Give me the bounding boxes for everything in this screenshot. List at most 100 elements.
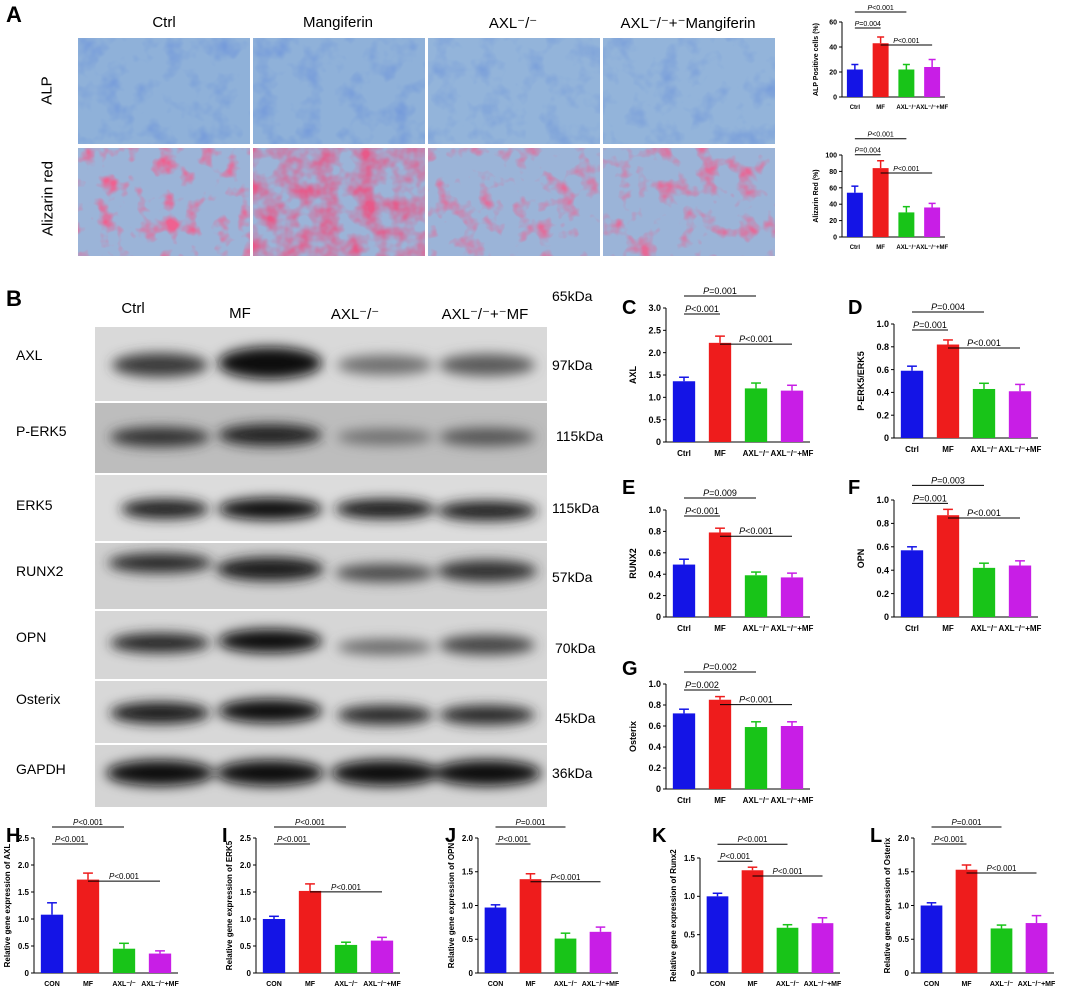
bar-3 <box>898 212 915 237</box>
band-gapdh-1 <box>106 760 214 786</box>
significance-label: P<0.001 <box>893 166 919 173</box>
chart-d: D 0 0.2 0.4 0.6 0.8 1.0 P-ERK5/ERK5 Ctrl MF AXL⁻/⁻… <box>848 297 1042 454</box>
y-tick-label: 0 <box>884 433 889 443</box>
bar-2 <box>708 532 732 617</box>
significance-label: P<0.001 <box>772 867 803 876</box>
band-erk5-3 <box>335 499 435 519</box>
y-tick-label: 2.0 <box>648 348 661 358</box>
significance-label: P<0.001 <box>739 526 773 536</box>
band-opn-1 <box>110 633 210 653</box>
y-tick-label: 0.5 <box>462 935 474 944</box>
y-tick-label: 80 <box>829 169 837 176</box>
x-tick-label: AXL⁻/⁻ <box>743 796 770 805</box>
y-tick-label: 0 <box>691 969 696 978</box>
bar-3 <box>112 948 136 973</box>
y-axis-label: OPN <box>856 549 866 569</box>
y-tick-label: 0.6 <box>648 548 661 558</box>
y-axis-label: Alizarin Red (%) <box>813 169 820 222</box>
chart-c: C 0 0.5 1.0 1.5 2.0 2.5 3.0 AXL Ctrl MF AXL⁻/⁻ AXL⁻/… <box>622 286 814 458</box>
y-axis-label: Relative gene expression of Osterix <box>883 837 892 973</box>
y-tick-label: 2.5 <box>240 834 252 843</box>
bar-1 <box>846 69 863 97</box>
kda-marker-top: 65kDa <box>552 288 593 304</box>
band-axl-4 <box>439 354 535 376</box>
y-tick-label: 0 <box>833 234 837 241</box>
y-tick-label: 1.0 <box>240 915 252 924</box>
significance-label: P=0.009 <box>703 488 737 498</box>
kda-marker-opn: 70kDa <box>555 640 596 656</box>
band-opn-2 <box>218 629 322 653</box>
bar-3 <box>972 567 996 617</box>
significance-label: P=0.002 <box>685 680 719 690</box>
bar-2 <box>936 515 960 617</box>
band-axl-3 <box>337 355 433 375</box>
y-tick-label: 0.2 <box>876 410 889 420</box>
y-tick-label: 0.5 <box>18 942 30 951</box>
x-tick-label: CON <box>488 981 504 988</box>
bar-3 <box>744 727 768 789</box>
blot-label-runx2: RUNX2 <box>16 563 64 579</box>
x-tick-label: MF <box>876 105 885 111</box>
x-tick-label: AXL⁻/⁻ <box>896 245 916 251</box>
x-tick-label: AXL⁻/⁻+MF <box>141 981 179 988</box>
bar-4 <box>589 931 612 973</box>
x-tick-label: Ctrl <box>905 445 919 454</box>
band-gapdh-2 <box>216 760 324 786</box>
band-perk5-1 <box>110 427 210 447</box>
bar-4 <box>811 923 834 973</box>
y-tick-label: 1.0 <box>648 505 661 515</box>
significance-label: P=0.004 <box>855 148 881 155</box>
column-header-axl-ko-mangiferin: AXL⁻/⁻+⁻Mangiferin <box>620 15 756 32</box>
panel-letter-k: K <box>652 825 667 847</box>
blot-label-opn: OPN <box>16 629 47 645</box>
chart-a1: 0 20 40 60 ALP Positive cells (%) Ctrl MF AXL⁻/… <box>813 5 949 111</box>
band-perk5-3 <box>337 429 433 445</box>
significance-label: P<0.001 <box>73 818 104 827</box>
chart-f: F 0 0.2 0.4 0.6 0.8 1.0 OPN Ctrl MF AXL⁻/⁻ AXL⁻/⁻+M… <box>848 475 1042 633</box>
x-tick-label: AXL⁻/⁻+MF <box>771 796 814 805</box>
band-osterix-3 <box>337 705 433 725</box>
y-tick-label: 0.8 <box>648 527 661 537</box>
y-tick-label: 0 <box>884 612 889 622</box>
bar-2 <box>298 890 322 973</box>
significance-label: P<0.001 <box>737 835 768 844</box>
x-tick-label: Ctrl <box>905 624 919 633</box>
y-tick-label: 2.0 <box>462 834 474 843</box>
panel-letter-j: J <box>445 825 456 847</box>
significance-label: P<0.001 <box>867 132 893 139</box>
band-runx2-3 <box>335 564 435 582</box>
x-tick-label: AXL⁻/⁻ <box>334 981 358 988</box>
y-tick-label: 0 <box>469 969 474 978</box>
y-tick-label: 2.5 <box>648 325 661 335</box>
bar-4 <box>780 390 804 442</box>
chart-a2: 0 20 40 60 80 100 Alizarin Red (%) Ctrl MF AXL⁻/⁻… <box>813 132 949 251</box>
y-tick-label: 1.5 <box>648 370 661 380</box>
band-opn-3 <box>337 639 433 655</box>
band-erk5-2 <box>218 498 322 520</box>
bar-3 <box>744 388 768 442</box>
panel-letter-f: F <box>848 477 860 499</box>
band-osterix-1 <box>110 702 210 724</box>
significance-label: P<0.001 <box>498 835 529 844</box>
y-tick-label: 0.5 <box>684 930 696 939</box>
bar-2 <box>936 344 960 438</box>
bar-1 <box>40 914 64 973</box>
x-tick-label: AXL⁻/⁻+MF <box>582 981 620 988</box>
y-tick-label: 1.0 <box>876 495 889 505</box>
band-erk5-1 <box>121 499 209 519</box>
bar-4 <box>924 207 941 237</box>
panel-letter-c: C <box>622 297 636 319</box>
panel-letter-e: E <box>622 477 635 499</box>
bar-3 <box>744 575 768 617</box>
y-axis-label: Relative gene expression of Runx2 <box>669 849 678 982</box>
significance-label: P<0.001 <box>739 695 773 705</box>
bar-3 <box>898 69 915 97</box>
bar-2 <box>955 869 978 973</box>
y-tick-label: 0.5 <box>898 935 910 944</box>
y-tick-label: 20 <box>829 69 837 76</box>
y-tick-label: 0.5 <box>240 942 252 951</box>
x-tick-label: MF <box>942 445 954 454</box>
band-perk5-2 <box>218 424 322 446</box>
bar-1 <box>846 192 863 237</box>
